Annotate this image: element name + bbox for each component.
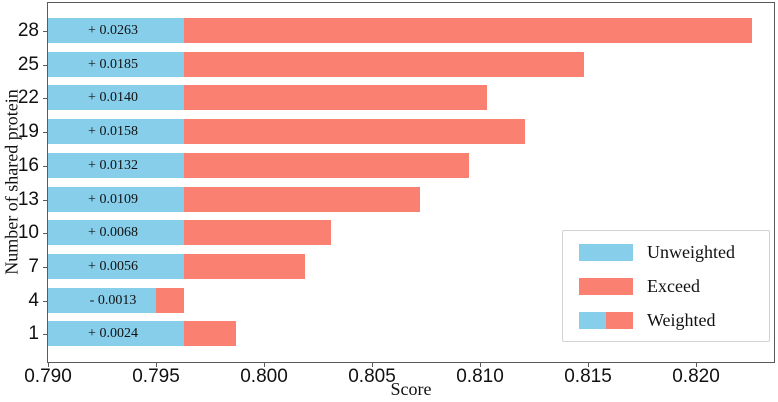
legend: Unweighted Exceed Weighted	[562, 230, 770, 342]
bar-unweighted-segment	[48, 52, 185, 77]
x-tick-label: 0.795	[132, 366, 180, 387]
legend-label: Exceed	[647, 275, 700, 296]
weighted-swatch-icon	[579, 311, 633, 329]
x-tick-label: 0.820	[672, 366, 720, 387]
y-tick-mark	[43, 132, 48, 133]
x-tick-label: 0.815	[564, 366, 612, 387]
y-tick-mark	[43, 31, 48, 32]
y-tick-label: 10	[17, 222, 39, 243]
bar-exceed-segment	[184, 153, 470, 178]
bar-unweighted-segment	[48, 288, 156, 313]
bar-delta-annotation: - 0.0013	[89, 292, 137, 308]
y-tick-label: 22	[17, 87, 39, 108]
legend-item-unweighted: Unweighted	[579, 235, 769, 269]
y-tick-mark	[43, 233, 48, 234]
y-tick-label: 28	[17, 20, 39, 41]
unweighted-swatch-icon	[579, 243, 633, 261]
bar-delta-annotation: + 0.0056	[88, 258, 138, 274]
bar-delta-annotation: + 0.0158	[88, 123, 138, 139]
bar-delta-annotation: + 0.0140	[88, 89, 138, 105]
y-tick-mark	[43, 334, 48, 335]
bar-exceed-segment	[184, 220, 331, 245]
x-tick-mark	[156, 362, 157, 367]
bar-delta-annotation: + 0.0109	[88, 191, 138, 207]
bar-exceed-segment	[184, 254, 306, 279]
y-tick-label: 16	[17, 155, 39, 176]
bar-unweighted-segment	[48, 18, 185, 43]
bar-exceed-segment	[184, 18, 753, 43]
exceed-swatch-icon	[579, 277, 633, 295]
y-tick-label: 25	[17, 54, 39, 75]
bar-delta-annotation: + 0.0024	[88, 325, 138, 341]
bar-exceed-segment	[184, 85, 487, 110]
bar-exceed-segment	[184, 119, 526, 144]
x-tick-mark	[480, 362, 481, 367]
bar-unweighted-segment	[48, 321, 185, 346]
y-tick-label: 1	[28, 323, 39, 344]
bar-unweighted-segment	[48, 85, 185, 110]
y-tick-mark	[43, 166, 48, 167]
x-tick-mark	[696, 362, 697, 367]
legend-item-weighted: Weighted	[579, 303, 769, 337]
bar-exceed-segment	[184, 321, 236, 346]
bar-exceed-segment	[184, 52, 584, 77]
x-tick-label: 0.810	[456, 366, 504, 387]
bar-delta-annotation: + 0.0132	[88, 157, 138, 173]
y-tick-mark	[43, 301, 48, 302]
x-tick-label: 0.790	[24, 366, 72, 387]
x-tick-mark	[264, 362, 265, 367]
bar-delta-annotation: + 0.0185	[88, 56, 138, 72]
y-tick-mark	[43, 65, 48, 66]
bar-unweighted-segment	[48, 187, 185, 212]
bar-unweighted-segment	[48, 254, 185, 279]
x-axis-label: Score	[390, 379, 432, 399]
y-tick-mark	[43, 98, 48, 99]
bar-delta-annotation: + 0.0263	[88, 22, 138, 38]
legend-label: Weighted	[647, 309, 716, 330]
y-tick-label: 19	[17, 121, 39, 142]
x-tick-label: 0.805	[348, 366, 396, 387]
y-tick-label: 4	[28, 290, 39, 311]
legend-item-exceed: Exceed	[579, 269, 769, 303]
bar-unweighted-segment	[48, 153, 185, 178]
y-tick-label: 13	[17, 189, 39, 210]
bar-unweighted-segment	[48, 220, 185, 245]
y-tick-label: 7	[28, 256, 39, 277]
y-tick-mark	[43, 267, 48, 268]
x-tick-mark	[588, 362, 589, 367]
y-tick-mark	[43, 200, 48, 201]
bar-unweighted-segment	[48, 119, 185, 144]
bar-delta-annotation: + 0.0068	[88, 224, 138, 240]
bar-exceed-segment	[184, 187, 420, 212]
x-tick-mark	[48, 362, 49, 367]
x-tick-label: 0.800	[240, 366, 288, 387]
y-axis-label: Number of shared protein	[1, 89, 22, 275]
legend-label: Unweighted	[647, 241, 735, 262]
plot-area: + 0.0263 + 0.0185 + 0.0140 + 0.0158 + 0.0132…	[47, 2, 775, 363]
x-tick-mark	[372, 362, 373, 367]
bar-exceed-segment	[156, 288, 185, 313]
